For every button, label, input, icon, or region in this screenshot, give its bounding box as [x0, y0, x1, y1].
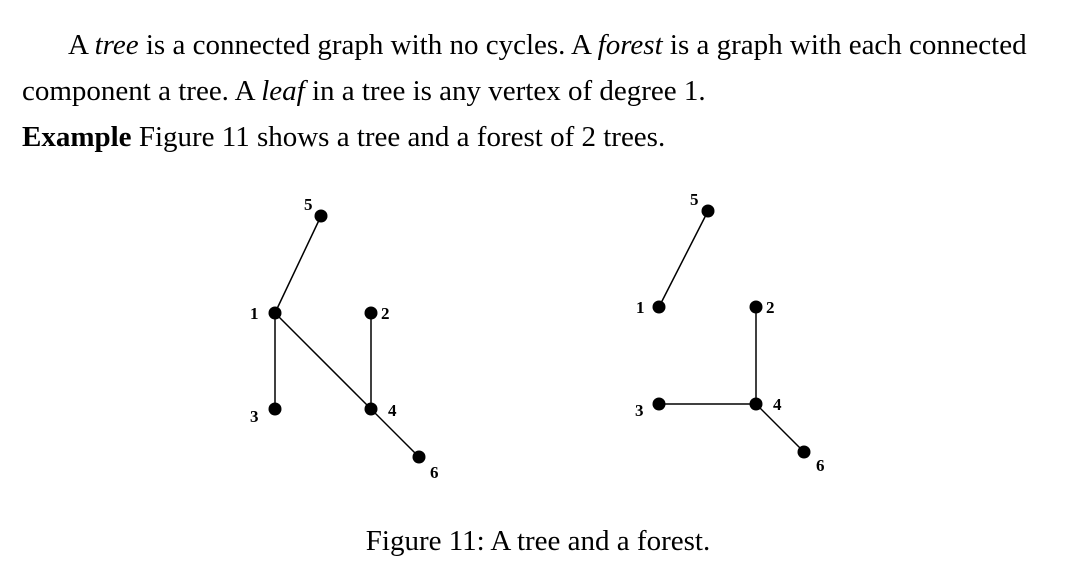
edge: [755, 403, 805, 453]
term-tree: tree: [94, 29, 139, 61]
figure-caption: Figure 11: A tree and a forest.: [365, 525, 711, 557]
vertex: [749, 300, 763, 314]
graph-figure: 5 1 2 3 4 6 5 1 2 3 4 6: [250, 190, 825, 482]
text-run: is a connected graph with no cycles. A: [138, 29, 598, 61]
tree-graph: 5 1 2 3 4 6: [250, 195, 439, 482]
vertex-label: 1: [636, 298, 645, 317]
vertex-label: 5: [304, 195, 313, 214]
text-run: in a tree is any vertex of degree 1.: [304, 75, 706, 107]
vertex: [412, 450, 426, 464]
term-leaf: leaf: [261, 75, 305, 107]
vertex-label: 3: [250, 407, 259, 426]
vertex-label: 2: [381, 304, 390, 323]
example-label: Example: [22, 121, 132, 153]
vertex: [701, 204, 715, 218]
vertex: [797, 445, 811, 459]
forest-graph: 5 1 2 3 4 6: [635, 190, 825, 475]
vertex-label: 5: [690, 190, 699, 209]
vertex: [364, 306, 378, 320]
edge: [274, 215, 322, 314]
vertex-label: 3: [635, 401, 644, 420]
vertex: [652, 300, 666, 314]
vertex-label: 2: [766, 298, 775, 317]
vertex-label: 1: [250, 304, 259, 323]
example-text: Figure 11 shows a tree and a forest of 2…: [131, 121, 666, 153]
text-run: is a graph with each connected component…: [22, 29, 1027, 107]
vertex: [268, 306, 282, 320]
edge: [274, 312, 372, 410]
text-run: A: [68, 29, 95, 61]
vertex: [268, 402, 282, 416]
edge: [370, 408, 420, 458]
vertex: [364, 402, 378, 416]
definition-paragraph: A tree is a connected graph with no cycl…: [22, 22, 1062, 160]
vertex-label: 4: [773, 395, 782, 414]
vertex: [314, 209, 328, 223]
vertex-label: 4: [388, 401, 397, 420]
vertex: [749, 397, 763, 411]
vertex-label: 6: [816, 456, 825, 475]
vertex-label: 6: [430, 463, 439, 482]
term-forest: forest: [597, 29, 663, 61]
vertex: [652, 397, 666, 411]
edge: [658, 210, 709, 308]
